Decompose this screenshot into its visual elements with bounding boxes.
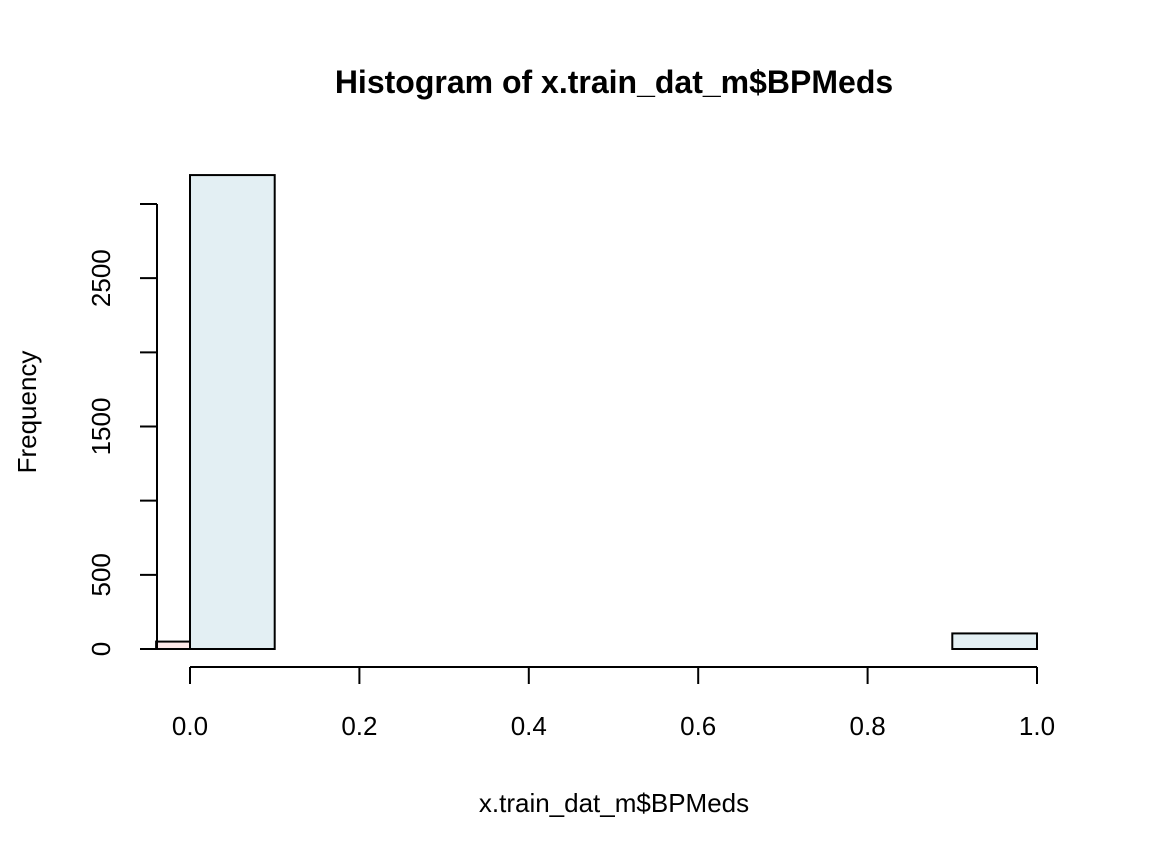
x-tick-label: 0.4 — [511, 711, 547, 741]
y-axis: 0 500 1500 2500 — [86, 203, 158, 656]
x-tick-label: 0.8 — [850, 711, 886, 741]
y-tick-label: 2500 — [86, 249, 116, 307]
histogram-bar — [951, 632, 1038, 650]
chart-title: Histogram of x.train_dat_m$BPMeds — [335, 64, 893, 100]
x-tick-label: 1.0 — [1019, 711, 1055, 741]
y-tick-label: 0 — [86, 642, 116, 656]
x-axis: 0.0 0.2 0.4 0.6 0.8 1.0 — [172, 666, 1055, 741]
x-axis-label: x.train_dat_m$BPMeds — [479, 788, 749, 818]
y-tick-label: 500 — [86, 553, 116, 596]
x-tick-label: 0.0 — [172, 711, 208, 741]
histogram-bar — [155, 640, 191, 650]
x-tick-label: 0.2 — [341, 711, 377, 741]
y-tick-label: 1500 — [86, 398, 116, 456]
y-axis-label: Frequency — [12, 351, 42, 474]
bars-group — [155, 174, 1038, 650]
histogram-bar — [189, 174, 276, 650]
x-tick-label: 0.6 — [680, 711, 716, 741]
